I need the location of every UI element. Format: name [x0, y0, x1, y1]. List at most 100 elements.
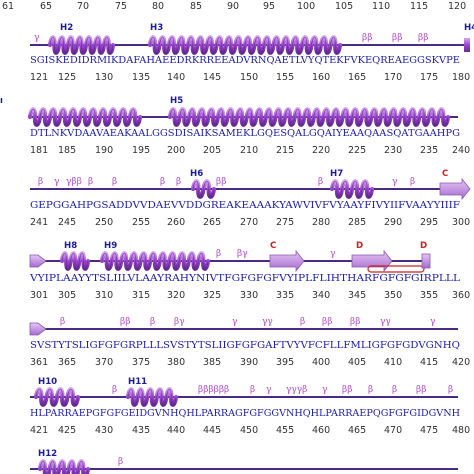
- residue-number: 430: [95, 425, 113, 436]
- helix-label-h5: H5: [170, 96, 183, 106]
- number-ruler: 121 125 130 135 140 145 150 155 160 165 …: [30, 72, 470, 83]
- residue-number: 460: [312, 425, 330, 436]
- residue-number: 115: [410, 1, 428, 12]
- turn-marker: β: [216, 249, 221, 259]
- residue-number: 420: [452, 357, 470, 368]
- residue-number: 290: [384, 217, 402, 228]
- residue-number: 110: [372, 1, 390, 12]
- helix-outline: [39, 460, 89, 474]
- turn-marker: ββ: [362, 33, 372, 43]
- helix-outline: [127, 388, 177, 406]
- turn-marker: γ: [54, 177, 59, 187]
- turn-marker: γγ: [380, 317, 391, 327]
- strand-label-c: C: [270, 241, 276, 251]
- turn-marker: γ: [430, 317, 435, 327]
- residue-number: 465: [348, 425, 366, 436]
- helix-outline: [61, 252, 89, 270]
- residue-number: 365: [58, 357, 76, 368]
- residue-number: 340: [312, 290, 330, 301]
- residue-number: 255: [132, 217, 150, 228]
- strand-arrow: [439, 177, 471, 201]
- residue-number: 450: [240, 425, 258, 436]
- residue-number: 335: [276, 290, 294, 301]
- residue-number: 210: [240, 145, 258, 156]
- turn-marker: γ: [392, 177, 397, 187]
- top-number-ruler: 61 65 70 75 80 85 90 95 100 105 110 115 …: [2, 1, 466, 12]
- helix-label-h2: H2: [60, 23, 73, 33]
- residue-number: 455: [276, 425, 294, 436]
- strand-arrow: [351, 249, 393, 273]
- helix-label-h7: H7: [330, 169, 343, 179]
- helix-label-h6: H6: [190, 169, 203, 179]
- residue-number: 435: [132, 425, 150, 436]
- turn-marker: βγ: [237, 249, 248, 259]
- residue-number: 195: [132, 145, 150, 156]
- turn-marker: βγ: [174, 317, 185, 327]
- residue-number: 100: [297, 1, 315, 12]
- residue-number: 135: [132, 72, 150, 83]
- residue-number: 421: [30, 425, 48, 436]
- residue-number: 260: [167, 217, 185, 228]
- residue-number: 315: [132, 290, 150, 301]
- residue-number: 280: [312, 217, 330, 228]
- helix-outline: [35, 388, 79, 406]
- helix-outline: [331, 180, 373, 198]
- turn-marker: γββ: [66, 177, 82, 187]
- residue-number: 85: [190, 1, 202, 12]
- residue-number: 140: [167, 72, 185, 83]
- strand-label-c: C: [442, 169, 448, 179]
- turn-marker: γ: [266, 385, 271, 395]
- helix-label-h8: H8: [64, 241, 77, 251]
- sequence-block-301-360: H8 H9 C D D β βγ γ VYIPLAAYYTSLIILVLAAYR…: [29, 241, 470, 301]
- turn-marker: γ: [34, 33, 39, 43]
- residue-number: 61: [2, 1, 14, 12]
- residue-number: 270: [240, 217, 258, 228]
- residue-number: 160: [312, 72, 330, 83]
- residue-number: 480: [452, 425, 470, 436]
- residue-number: 121: [30, 72, 48, 83]
- number-ruler: 361 365 370 375 380 385 390 395 400 405 …: [30, 357, 470, 368]
- residue-number: 305: [58, 290, 76, 301]
- residue-number: 265: [203, 217, 221, 228]
- residue-number: 380: [167, 357, 185, 368]
- helix-outline: [169, 108, 449, 126]
- residue-number: 215: [276, 145, 294, 156]
- residue-number: 301: [30, 290, 48, 301]
- residue-number: 70: [77, 1, 89, 12]
- residue-number: 65: [40, 1, 52, 12]
- turn-marker: ββ: [392, 33, 402, 43]
- residue-number: 400: [312, 357, 330, 368]
- residue-number: 155: [276, 72, 294, 83]
- residue-number: 325: [203, 290, 221, 301]
- residue-number: 300: [452, 217, 470, 228]
- turn-marker: β: [300, 317, 305, 327]
- turn-marker: β: [112, 177, 117, 187]
- residue-number: 95: [263, 1, 275, 12]
- turn-marker: β: [38, 177, 43, 187]
- turn-marker: β: [118, 457, 123, 467]
- residue-number: 120: [448, 1, 466, 12]
- sequence-block-tail: H12 β: [30, 449, 458, 474]
- helix-label-h12: H12: [38, 449, 57, 459]
- residue-number: 200: [167, 145, 185, 156]
- turn-marker: ββ: [216, 177, 226, 187]
- turn-marker: β: [88, 177, 93, 187]
- residue-number: 225: [348, 145, 366, 156]
- residue-number: 320: [167, 290, 185, 301]
- residue-number: 345: [348, 290, 366, 301]
- residue-number: 375: [132, 357, 150, 368]
- turn-marker: β: [60, 317, 65, 327]
- residue-number: 80: [152, 1, 164, 12]
- turn-marker: γ: [322, 385, 327, 395]
- residue-number: 360: [452, 290, 470, 301]
- residue-number: 405: [348, 357, 366, 368]
- helix-label-h3: H3: [150, 23, 163, 33]
- residue-number: 180: [452, 72, 470, 83]
- residue-number: 125: [58, 72, 76, 83]
- residue-number: 145: [203, 72, 221, 83]
- turn-marker: β: [392, 385, 397, 395]
- sequence-block-121-180: H2 H3 H4 γ ββ ββ ββ SGISKEDIDRMIKDAFAHAE…: [30, 23, 474, 83]
- residue-number: 105: [335, 1, 353, 12]
- residue-number: 181: [30, 145, 48, 156]
